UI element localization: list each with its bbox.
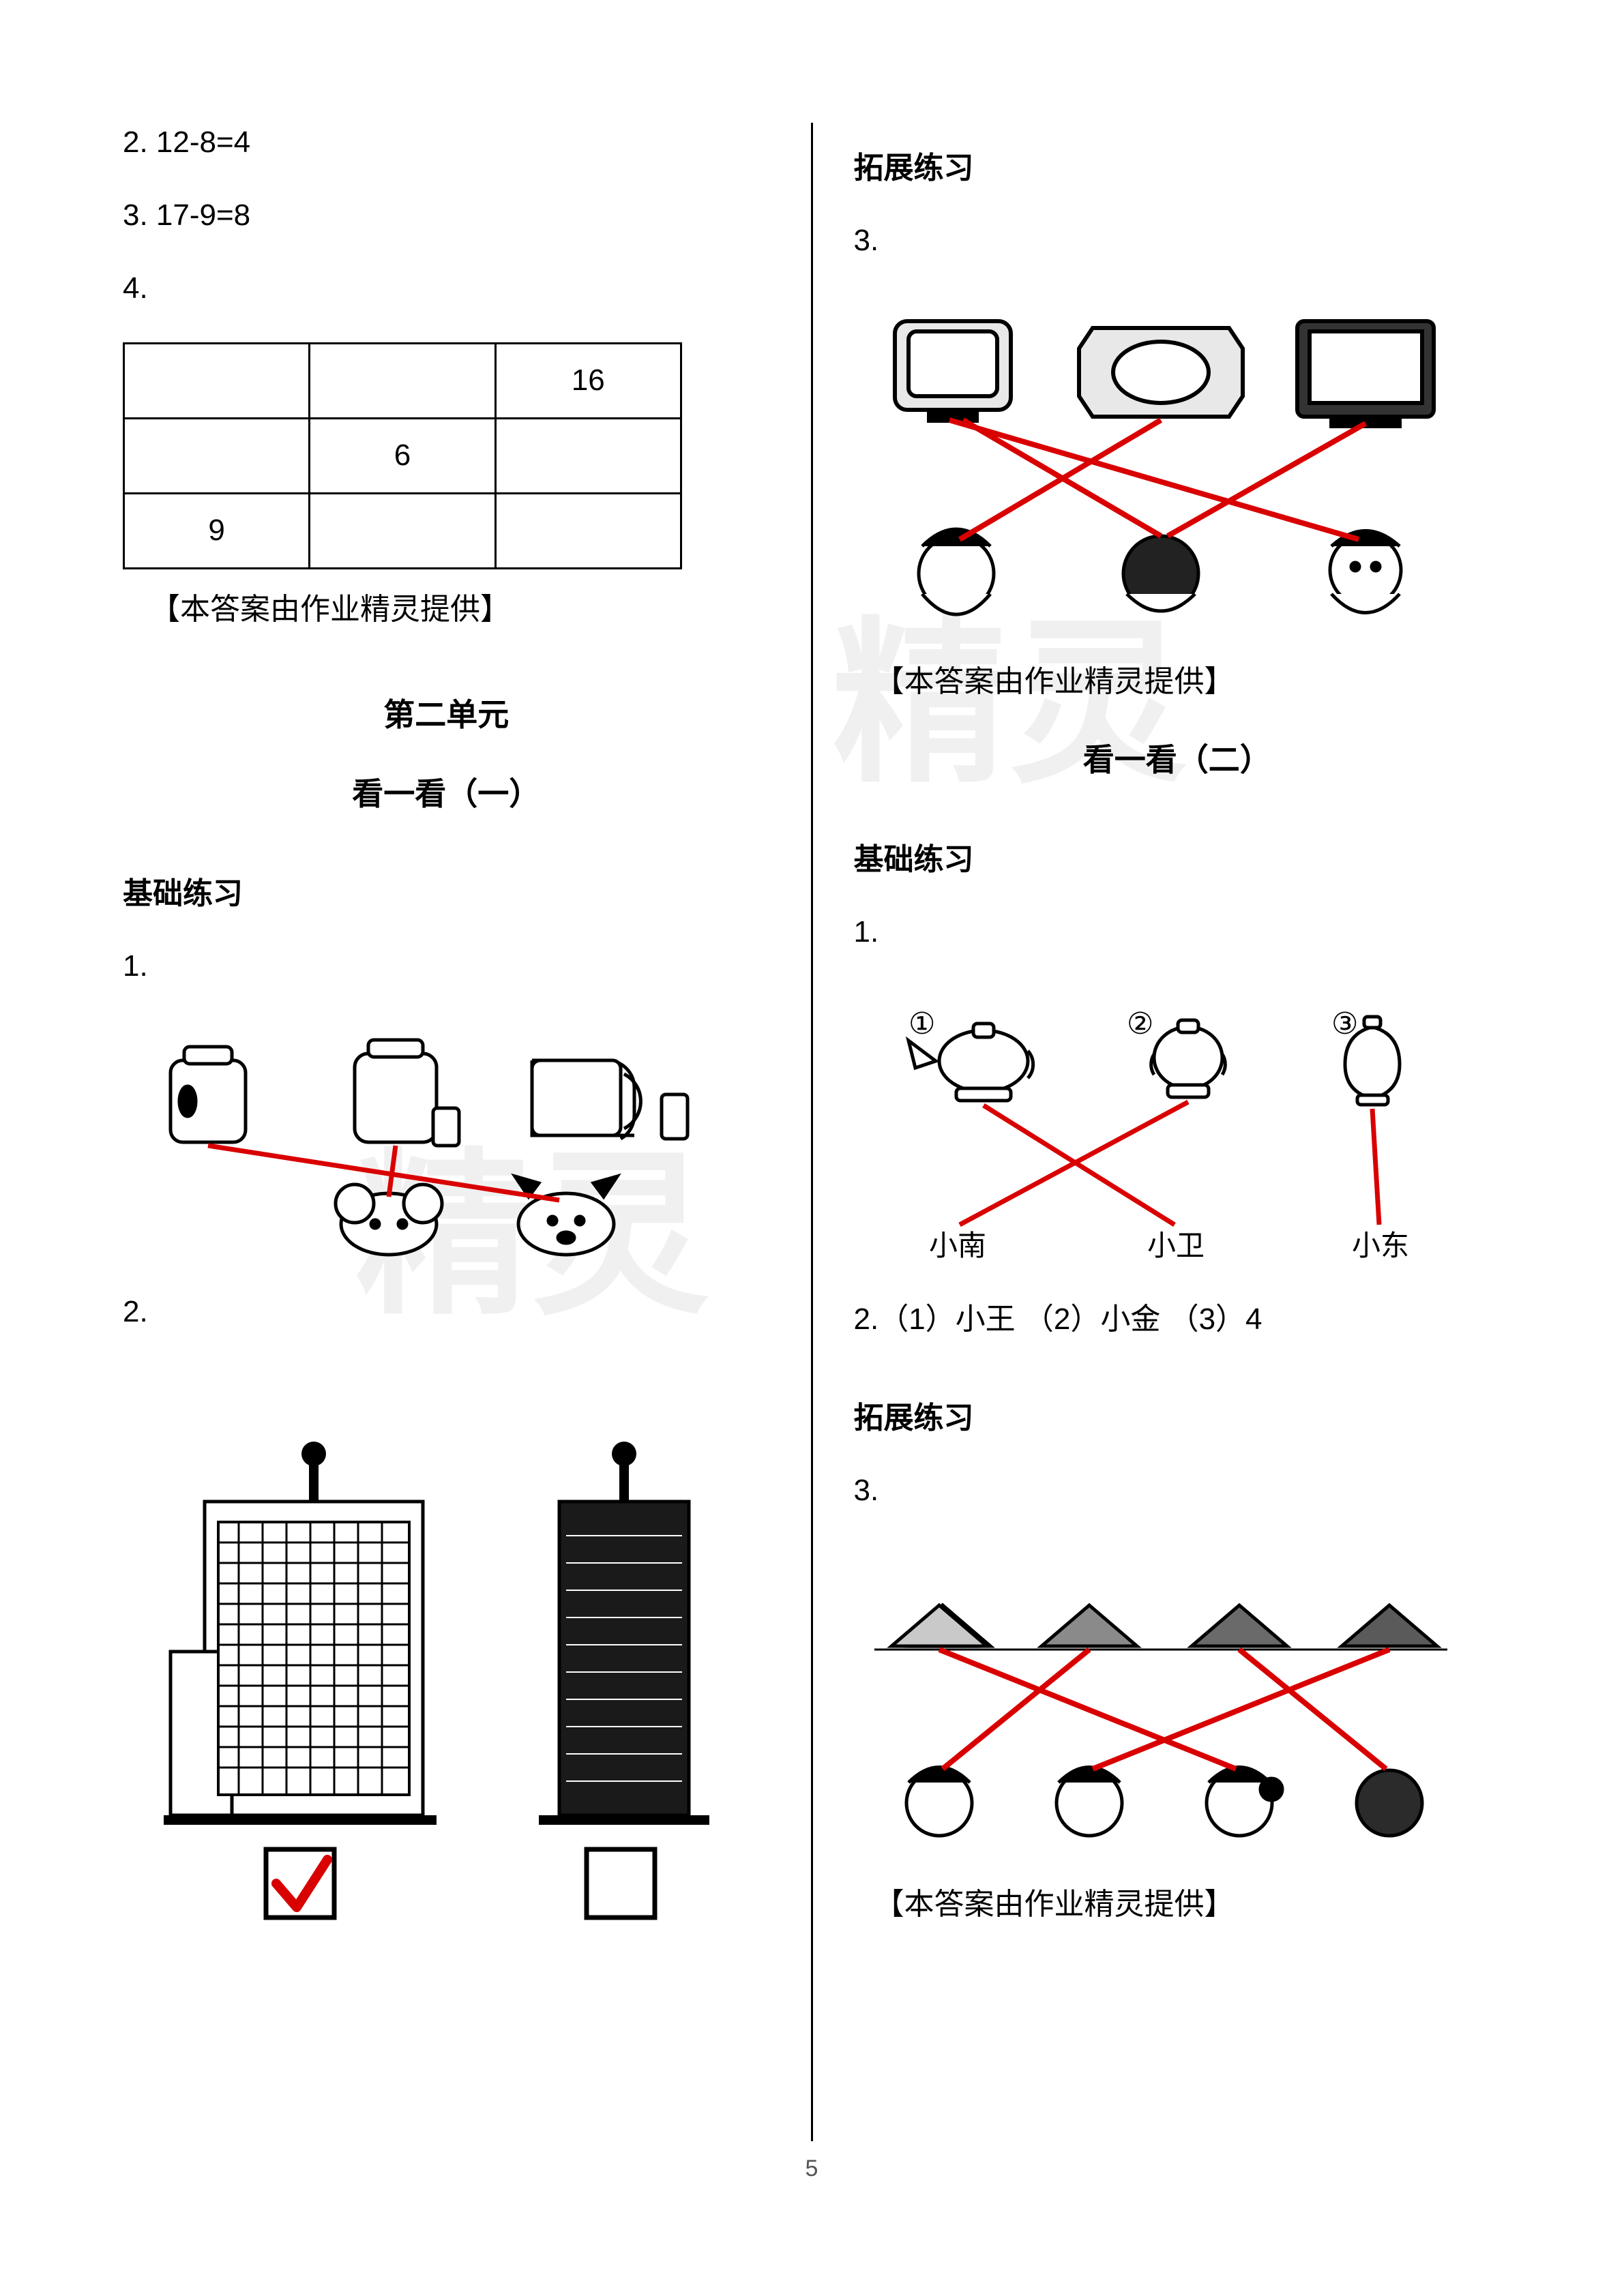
- q2b-label: 2.: [123, 1292, 770, 1331]
- matching-teapot-illustration: ① ② ③: [854, 986, 1501, 1272]
- table-cell: [495, 418, 681, 493]
- q3b-label: 3.: [854, 1471, 1501, 1510]
- page-number: 5: [806, 2156, 818, 2182]
- label-xiaowei: 小卫: [1147, 1229, 1205, 1262]
- left-column: 2. 12-8=4 3. 17-9=8 4. 16 6 9: [123, 123, 811, 2141]
- matching-svg-4: ① ② ③: [854, 986, 1468, 1272]
- table-cell: [124, 343, 310, 418]
- circled-number-1: ①: [909, 1007, 935, 1041]
- matching-jars-illustration: [123, 1019, 770, 1265]
- buildings-svg: [123, 1365, 737, 1924]
- look-title-1: 看一看（一）: [123, 769, 770, 814]
- q2-text: 2. 12-8=4: [123, 123, 770, 162]
- table-cell: [310, 343, 495, 418]
- q1b-label: 1.: [854, 912, 1501, 951]
- q1-label: 1.: [123, 946, 770, 985]
- unit-title: 第二单元: [123, 690, 770, 735]
- matching-houses-illustration: [854, 1544, 1501, 1858]
- matching-svg-1: [123, 1019, 737, 1265]
- table-row: 16: [124, 343, 681, 418]
- credit-text-3: 【本答案由作业精灵提供】: [874, 1885, 1501, 1924]
- q2b-answer: 2.（1）小王 （2）小金 （3）4: [854, 1300, 1501, 1339]
- credit-text-2: 【本答案由作业精灵提供】: [874, 662, 1501, 701]
- q3-label: 3.: [854, 221, 1501, 260]
- table-cell: [310, 493, 495, 568]
- table-cell: [124, 418, 310, 493]
- label-xiaodong: 小东: [1352, 1229, 1409, 1262]
- two-column-layout: 2. 12-8=4 3. 17-9=8 4. 16 6 9: [123, 123, 1501, 2141]
- matching-tv-illustration: [854, 294, 1501, 635]
- q4-label: 4.: [123, 269, 770, 308]
- credit-text: 【本答案由作业精灵提供】: [150, 590, 770, 629]
- circled-number-2: ②: [1127, 1007, 1153, 1041]
- extension-title: 拓展练习: [854, 143, 1501, 187]
- table-row: 6: [124, 418, 681, 493]
- basic-practice-title: 基础练习: [123, 869, 770, 912]
- matching-svg-3: [854, 294, 1468, 635]
- extension-title-2: 拓展练习: [854, 1393, 1501, 1437]
- table-cell: 16: [495, 343, 681, 418]
- page-container: 2. 12-8=4 3. 17-9=8 4. 16 6 9: [123, 123, 1501, 2141]
- right-column: 拓展练习 3.: [813, 123, 1501, 2141]
- answer-table: 16 6 9: [123, 342, 682, 569]
- q3-text: 3. 17-9=8: [123, 196, 770, 235]
- table-cell: [495, 493, 681, 568]
- matching-svg-5: [854, 1544, 1468, 1858]
- table-cell: 6: [310, 418, 495, 493]
- look-title-2: 看一看（二）: [854, 735, 1501, 780]
- basic-practice-title-2: 基础练习: [854, 835, 1501, 878]
- table-cell: 9: [124, 493, 310, 568]
- table-row: 9: [124, 493, 681, 568]
- label-xiaonan: 小南: [929, 1229, 986, 1262]
- buildings-illustration: [123, 1365, 770, 1924]
